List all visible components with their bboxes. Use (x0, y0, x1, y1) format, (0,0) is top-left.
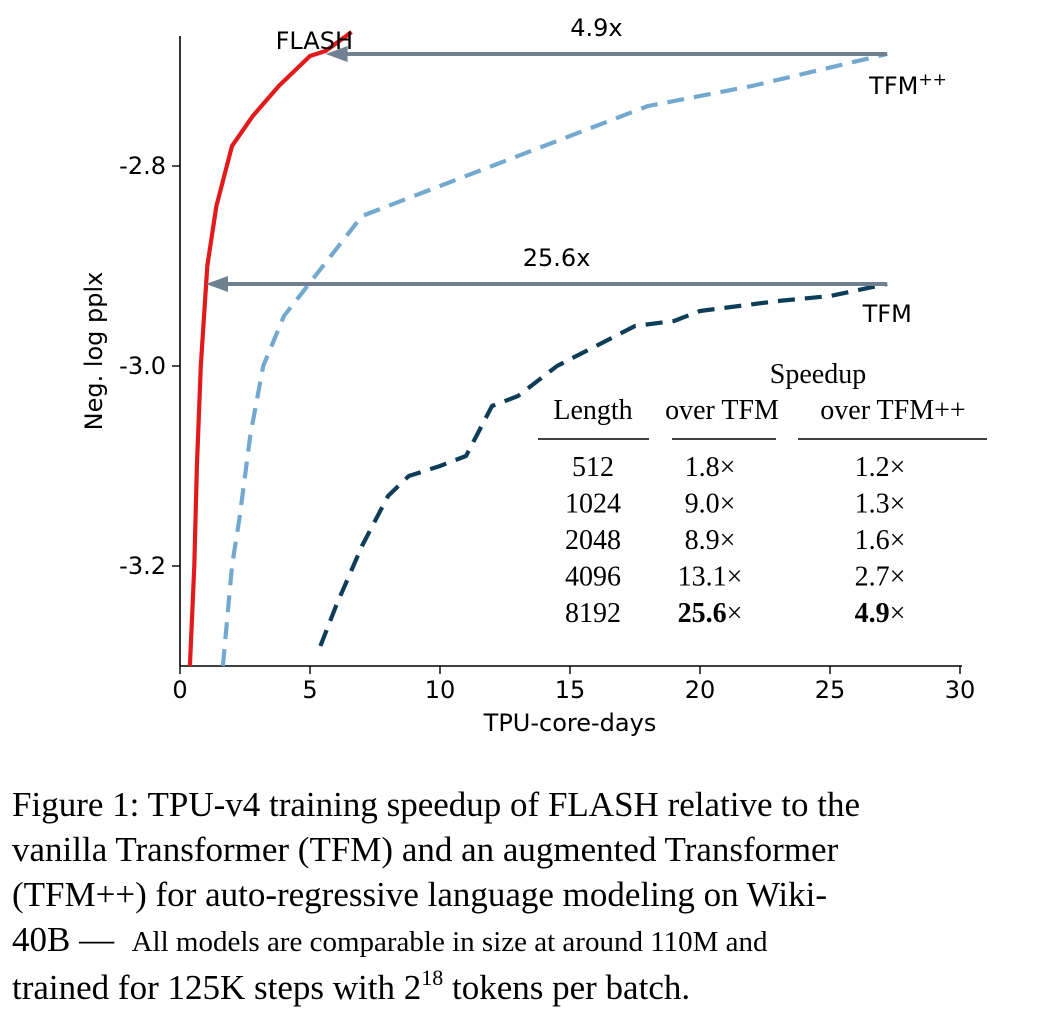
table-cell-over-tfmpp: 1.3× (855, 489, 906, 520)
series-label: FLASH (276, 27, 353, 55)
caption-line-4-start: 40B — (12, 920, 115, 959)
x-axis-label: TPU-core-days (483, 709, 657, 737)
table-cell-over-tfm: 1.8× (685, 452, 736, 483)
table-cell-length: 8192 (565, 598, 621, 629)
series-line-flash (187, 30, 353, 667)
y-tick-label: -2.8 (119, 152, 166, 180)
table-cell-over-tfm: 9.0× (685, 489, 736, 520)
y-axis-label: Neg. log pplx (80, 272, 108, 431)
x-tick-label: 15 (555, 676, 586, 704)
x-tick-label: 25 (815, 676, 846, 704)
x-tick-label: 0 (172, 676, 187, 704)
table-cell-length: 2048 (565, 525, 621, 556)
table-cell-over-tfm: 8.9× (685, 525, 736, 556)
x-tick-label: 30 (945, 676, 976, 704)
table-column-header: Length (553, 395, 632, 426)
series-labels: FLASH TFM++ TFM (276, 27, 947, 328)
speedup-table: Speedup Length over TFM over TFM++ 512 1.8× 1.… (538, 359, 987, 629)
y-ticks: -2.8 -3.0 -3.2 (119, 152, 180, 580)
x-ticks: 0 5 10 15 20 25 30 (172, 666, 975, 704)
series-label: TFM (862, 300, 912, 328)
speedup-arrows: 4.9x 25.6x (206, 14, 888, 292)
x-tick-label: 10 (425, 676, 456, 704)
table-cell-length: 4096 (565, 562, 621, 593)
table-cell-length: 512 (572, 452, 614, 483)
caption-line-5-end: tokens per batch. (451, 968, 691, 1007)
table-cell-over-tfmpp: 1.2× (855, 452, 906, 483)
table-cell-over-tfm: 13.1× (678, 562, 743, 593)
series-line-tfm (318, 281, 888, 647)
series-group (187, 30, 888, 667)
table-cell-over-tfmpp: 2.7× (855, 562, 906, 593)
table-cell-length: 1024 (565, 489, 621, 520)
caption-line-2: vanilla Transformer (TFM) and an augment… (12, 830, 839, 869)
speedup-arrow-label: 25.6x (523, 244, 591, 272)
speedup-arrow-head (325, 46, 348, 62)
table-cell-over-tfmpp: 1.6× (855, 525, 906, 556)
figure-chart: 0 5 10 15 20 25 30 -2.8-3.0-3.2 TPU-core-days … (80, 14, 987, 737)
speedup-arrow-head (206, 276, 228, 292)
series-label-superscript: ++ (918, 70, 947, 90)
caption-line-1: Figure 1: TPU-v4 training speedup of FLA… (12, 785, 860, 824)
x-tick-label: 5 (302, 676, 317, 704)
caption-exponent: 18 (421, 965, 444, 990)
caption-line-4: 40B — All models are comparable in size … (12, 917, 1032, 965)
series-line-tfmpp (220, 51, 888, 667)
table-header-speedup: Speedup (770, 359, 866, 390)
speedup-arrow-label: 4.9x (570, 14, 622, 42)
figure-caption: Figure 1: TPU-v4 training speedup of FLA… (12, 782, 1032, 1010)
table-column-header: over TFM (665, 395, 779, 426)
y-tick-label: -3.0 (119, 352, 166, 380)
table-cell-over-tfmpp: 4.9× (855, 598, 906, 629)
table-cell-over-tfm: 25.6× (678, 598, 743, 629)
caption-line-3: (TFM++) for auto-regressive language mod… (12, 875, 827, 914)
y-tick-label: -3.2 (119, 552, 166, 580)
caption-line-5-start: trained for 125K steps with 2 (12, 968, 422, 1007)
series-label: TFM++ (868, 70, 947, 100)
caption-line-4-rest: All models are comparable in size at aro… (131, 926, 768, 958)
x-tick-label: 20 (685, 676, 716, 704)
caption-line-5: trained for 125K steps with 218 tokens p… (12, 965, 1032, 1010)
table-column-header: over TFM++ (820, 395, 965, 426)
